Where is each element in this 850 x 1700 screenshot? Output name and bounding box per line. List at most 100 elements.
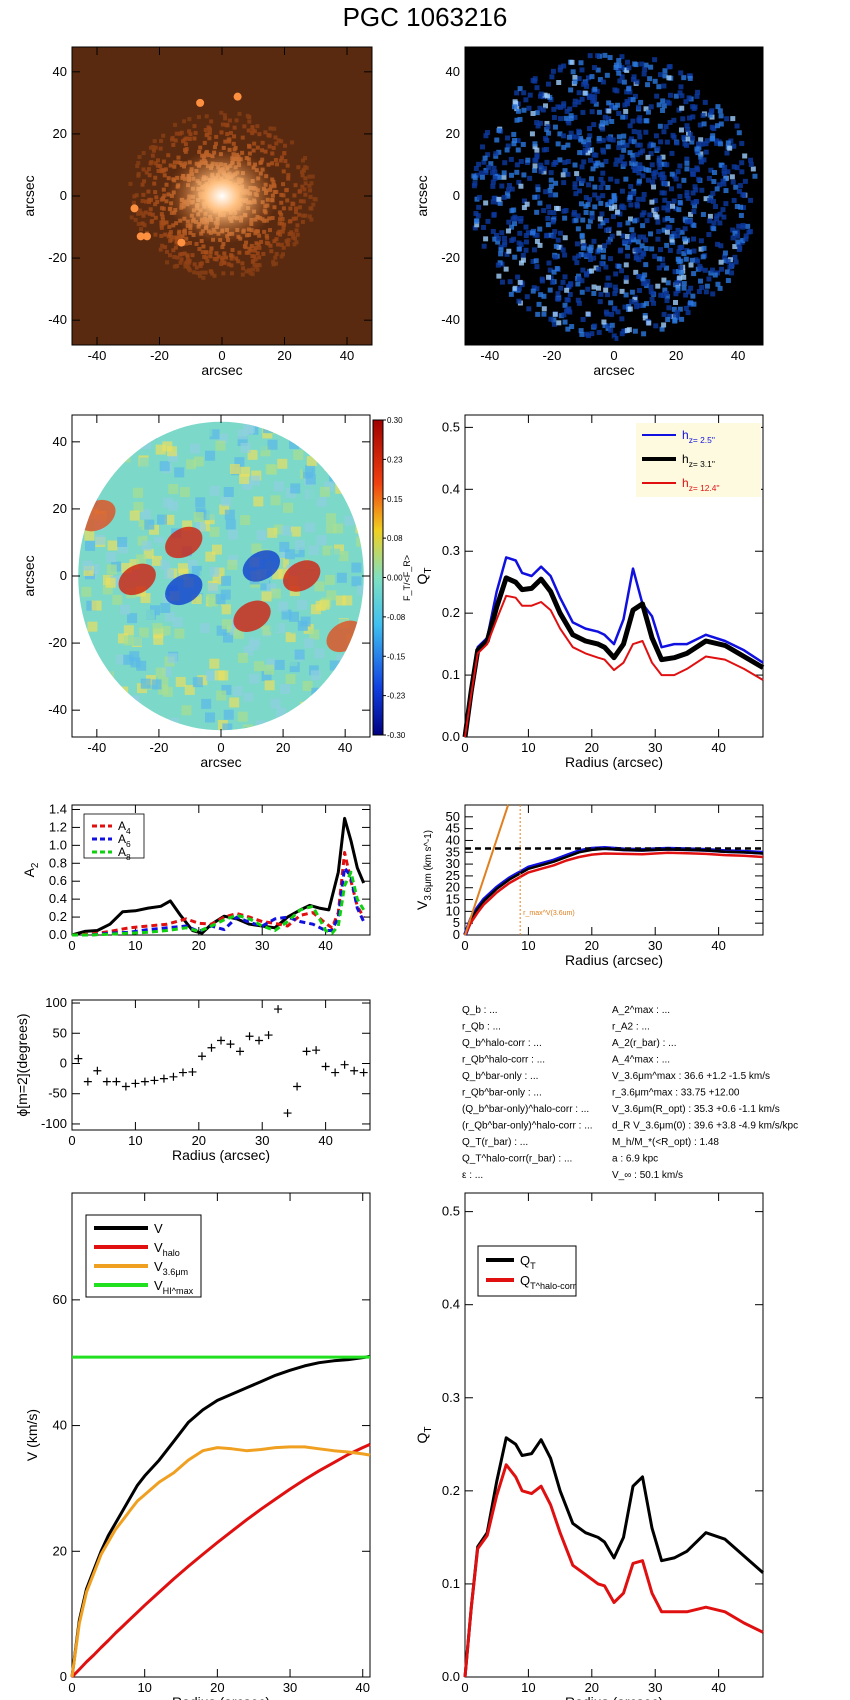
image-pixel [656, 256, 662, 262]
map-pixel [112, 703, 123, 714]
map-pixel [237, 436, 248, 447]
image-pixel [494, 137, 500, 143]
image-pixel [730, 227, 736, 233]
image-pixel [552, 311, 558, 317]
image-pixel [557, 67, 563, 73]
map-pixel [277, 458, 288, 469]
parameter-right: A_4^max : ... [612, 1055, 670, 1066]
image-pixel [141, 213, 146, 218]
image-pixel [588, 157, 594, 163]
image-pixel [172, 160, 177, 165]
image-pixel [170, 137, 175, 142]
map-pixel [132, 526, 143, 537]
image-pixel [649, 199, 655, 205]
image-pixel [303, 213, 308, 218]
y-tick-label: 0.5 [442, 1204, 460, 1219]
image-pixel [596, 266, 602, 272]
image-pixel [544, 137, 550, 143]
map-pixel [115, 448, 126, 459]
image-pixel [153, 215, 158, 220]
image-pixel [571, 209, 577, 215]
image-pixel [682, 236, 688, 242]
image-pixel [582, 147, 588, 153]
phase-point [255, 1036, 264, 1045]
image-pixel [628, 138, 634, 144]
image-pixel [635, 196, 641, 202]
map-pixel [274, 481, 285, 492]
image-pixel [617, 158, 623, 164]
image-pixel [133, 217, 138, 222]
image-pixel [606, 116, 612, 122]
image-pixel [657, 172, 663, 178]
image-pixel [281, 226, 286, 231]
image-pixel [558, 64, 564, 70]
image-pixel [600, 126, 606, 132]
phase-point [312, 1046, 321, 1055]
image-pixel [730, 235, 736, 241]
image-pixel [597, 223, 603, 229]
image-pixel [274, 141, 279, 146]
image-pixel [252, 248, 257, 253]
map-pixel [181, 705, 192, 716]
map-pixel [139, 457, 150, 468]
map-pixel [187, 559, 198, 570]
image-pixel [192, 262, 197, 267]
image-pixel [225, 132, 230, 137]
image-pixel [505, 228, 511, 234]
map-pixel [336, 711, 347, 722]
image-pixel [534, 120, 540, 126]
image-pixel [596, 329, 602, 335]
image-pixel [266, 241, 271, 246]
image-pixel [690, 293, 696, 299]
image-pixel [591, 238, 597, 244]
image-pixel [160, 243, 165, 248]
image-pixel [548, 170, 554, 176]
image-pixel [684, 193, 690, 199]
image-pixel [721, 168, 727, 174]
map-feature [165, 573, 203, 606]
image-pixel [711, 179, 717, 185]
image-pixel [690, 200, 696, 206]
map-pixel [82, 560, 93, 571]
map-pixel [318, 661, 329, 672]
series-line [463, 1463, 764, 1678]
map-pixel [357, 467, 364, 478]
image-pixel [624, 233, 630, 239]
x-tick-label: 10 [128, 1133, 142, 1148]
image-pixel [202, 140, 207, 145]
image-pixel [530, 259, 536, 265]
x-tick-label: 30 [648, 1680, 662, 1695]
image-pixel [531, 285, 537, 291]
image-pixel [667, 92, 673, 98]
image-pixel [702, 99, 708, 105]
image-pixel [619, 54, 625, 60]
y-tick-label: 0 [453, 188, 460, 203]
image-pixel [273, 157, 278, 162]
y-tick-label: 35 [446, 844, 460, 859]
map-pixel [338, 700, 349, 711]
image-pixel [734, 165, 740, 171]
image-pixel [665, 215, 671, 221]
image-pixel [641, 191, 647, 197]
image-pixel [677, 193, 683, 199]
image-pixel [572, 162, 578, 168]
image-pixel [579, 164, 585, 170]
image-pixel [631, 74, 637, 80]
image-pixel [607, 136, 613, 142]
image-pixel [159, 225, 164, 230]
image-pixel [485, 152, 491, 158]
map-pixel [249, 709, 260, 720]
image-pixel [166, 176, 171, 181]
map-pixel [189, 474, 200, 485]
image-pixel [535, 311, 541, 317]
x-tick-label: 20 [192, 938, 206, 953]
image-pixel [220, 258, 225, 263]
image-pixel [599, 211, 605, 217]
map-pixel [289, 439, 300, 450]
image-pixel [609, 311, 615, 317]
map-pixel [106, 687, 117, 698]
map-pixel [280, 525, 291, 536]
map-pixel [302, 718, 313, 729]
image-pixel [268, 126, 273, 131]
map-pixel [240, 515, 251, 526]
